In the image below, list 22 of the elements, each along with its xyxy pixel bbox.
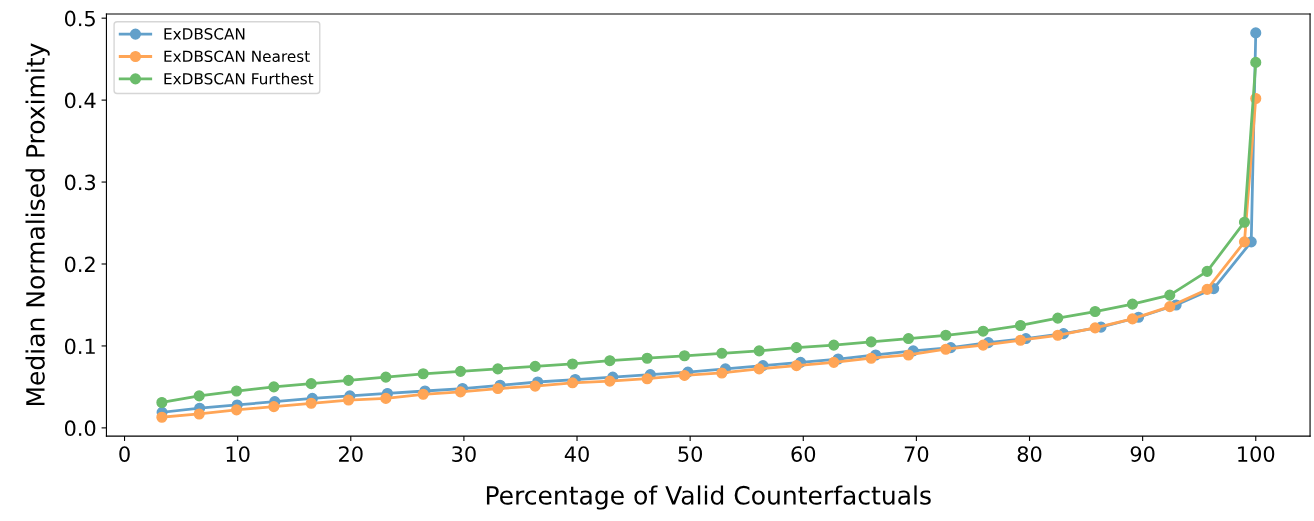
x-tick-label: 30 — [452, 446, 476, 462]
legend-label: ExDBSCAN Nearest — [164, 50, 310, 63]
x-tick-label: 50 — [678, 446, 703, 462]
x-tick-label: 0 — [119, 446, 130, 462]
legend-label: ExDBSCAN — [164, 28, 245, 40]
x-tick-label: 40 — [564, 446, 589, 462]
legend-label: ExDBSCAN Furthest — [164, 72, 314, 85]
x-tick-label: 60 — [791, 446, 816, 462]
x-tick-label: 10 — [226, 446, 250, 462]
y-axis-title: Median Normalised Proximity — [25, 43, 50, 406]
y-tick-label: 0.0 — [64, 420, 96, 437]
x-tick-label: 90 — [1130, 446, 1155, 462]
x-axis-title: Percentage of Valid Counterfactuals — [486, 485, 931, 510]
y-tick-label: 0.4 — [64, 92, 96, 109]
y-tick-label: 0.2 — [64, 256, 95, 273]
y-tick-label: 0.5 — [64, 10, 95, 27]
x-tick-label: 100 — [1238, 446, 1275, 462]
x-tick-label: 80 — [1017, 446, 1042, 462]
x-tick-label: 20 — [339, 446, 363, 462]
y-tick-label: 0.1 — [64, 338, 95, 355]
x-tick-label: 70 — [904, 446, 929, 462]
y-tick-label: 0.3 — [64, 174, 96, 191]
